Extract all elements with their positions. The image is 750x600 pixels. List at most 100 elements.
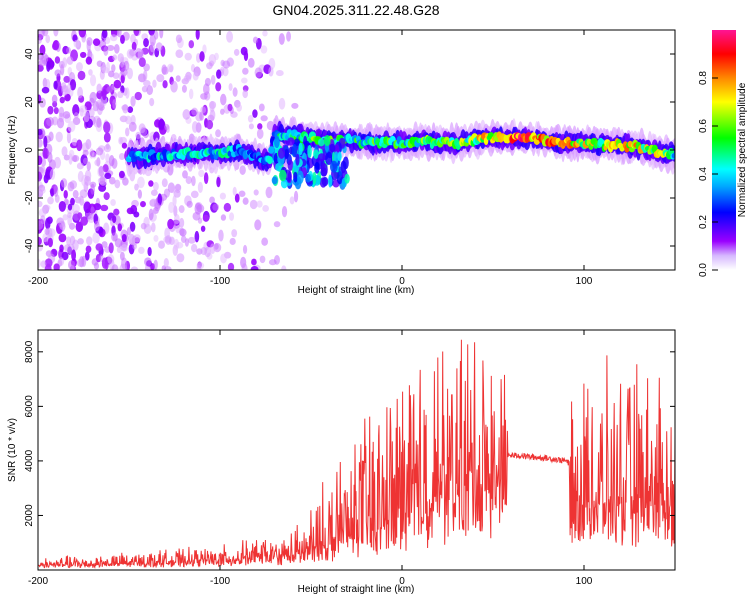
noise-blob <box>61 251 69 261</box>
noise-blob <box>138 246 145 255</box>
noise-blob <box>161 64 167 75</box>
y-tick-label: -40 <box>24 238 35 253</box>
noise-blob <box>220 66 225 74</box>
noise-blob <box>175 34 183 44</box>
noise-blob <box>43 135 48 148</box>
noise-blob <box>293 190 299 203</box>
noise-blob <box>96 83 102 94</box>
noise-blob <box>38 171 42 182</box>
noise-blob <box>114 43 120 54</box>
y-tick-label: -20 <box>24 190 35 205</box>
noise-blob <box>72 117 81 126</box>
noise-blob <box>59 96 65 104</box>
noise-blob <box>194 202 202 215</box>
noise-blob <box>252 36 259 44</box>
noise-blob <box>256 200 263 208</box>
noise-blob <box>120 34 125 44</box>
noise-blob <box>110 34 118 42</box>
noise-blob <box>45 34 51 44</box>
noise-blob <box>61 146 68 157</box>
noise-blob <box>289 196 295 205</box>
colorbar-label: Normalized spectral amplitude <box>737 82 748 217</box>
noise-blob <box>131 41 137 51</box>
spectrogram-y-ticks: -40 -20 0 20 40 <box>24 48 675 253</box>
noise-blob <box>122 103 129 114</box>
noise-blob <box>103 144 112 153</box>
noise-blob <box>77 212 83 219</box>
noise-blob <box>170 185 177 194</box>
noise-blob <box>130 95 136 107</box>
noise-blob <box>102 88 107 101</box>
ridge-fragment <box>277 147 286 159</box>
ridge-fragment <box>317 153 326 162</box>
noise-blob <box>232 186 237 196</box>
noise-blob <box>72 189 79 199</box>
noise-blob <box>47 237 53 248</box>
noise-blob <box>79 107 84 117</box>
noise-blob <box>234 193 240 203</box>
noise-blob <box>242 244 248 254</box>
noise-blob <box>169 65 174 73</box>
noise-blob <box>38 155 43 166</box>
noise-blob <box>113 208 120 216</box>
noise-blob <box>72 204 80 214</box>
noise-blob <box>273 221 281 228</box>
noise-blob <box>71 249 77 261</box>
noise-blob <box>111 232 118 242</box>
noise-blob <box>178 205 185 214</box>
noise-blob <box>70 264 75 270</box>
ridge-fragment <box>295 153 300 166</box>
noise-blob <box>40 260 47 268</box>
noise-blob <box>44 263 52 270</box>
colorbar-tick-label: 0.2 <box>698 215 709 229</box>
noise-blob <box>233 48 240 56</box>
noise-blob <box>38 236 42 246</box>
noise-blob <box>155 42 163 52</box>
noise-blob <box>210 74 216 85</box>
x-tick-label: 100 <box>576 276 593 287</box>
noise-blob <box>192 72 199 81</box>
noise-blob <box>51 94 58 104</box>
noise-blob <box>188 40 195 49</box>
spectrogram-y-axis-label: Frequency (Hz) <box>7 116 18 185</box>
snr-series-line <box>38 339 675 569</box>
noise-blob <box>121 233 127 243</box>
ridge-segment <box>268 146 275 154</box>
noise-blob <box>42 233 49 243</box>
ridge-fragment <box>280 178 288 189</box>
noise-blob <box>86 161 91 171</box>
noise-blob <box>133 234 141 243</box>
noise-blob <box>227 262 235 270</box>
ridge-fragment <box>337 151 342 162</box>
y-tick-label: 8000 <box>24 340 35 363</box>
snr-x-ticks: -200 -100 0 100 <box>28 330 593 587</box>
noise-blob <box>247 114 254 123</box>
noise-blob <box>214 52 219 61</box>
noise-blob <box>212 203 220 211</box>
ridge-fragment <box>321 163 328 177</box>
noise-blob <box>104 172 112 180</box>
noise-blob <box>153 259 158 270</box>
noise-blob <box>190 243 198 253</box>
noise-blob <box>195 30 200 40</box>
noise-blob <box>101 241 108 248</box>
noise-blob <box>84 251 90 261</box>
noise-blob <box>182 170 188 179</box>
noise-blob <box>129 49 137 57</box>
noise-blob <box>191 175 196 187</box>
noise-blob <box>278 33 285 45</box>
noise-blob <box>247 57 255 68</box>
noise-blob <box>135 131 141 140</box>
noise-blob <box>133 211 140 218</box>
noise-blob <box>38 59 47 67</box>
noise-blob <box>49 168 56 181</box>
noise-blob <box>143 80 151 87</box>
noise-blob <box>103 132 111 143</box>
noise-blob <box>143 70 148 82</box>
noise-blob <box>53 156 62 169</box>
y-tick-label: 40 <box>24 48 35 60</box>
noise-blob <box>254 219 262 231</box>
noise-blob <box>202 214 210 222</box>
noise-blob <box>80 216 88 226</box>
noise-blob <box>101 257 108 269</box>
